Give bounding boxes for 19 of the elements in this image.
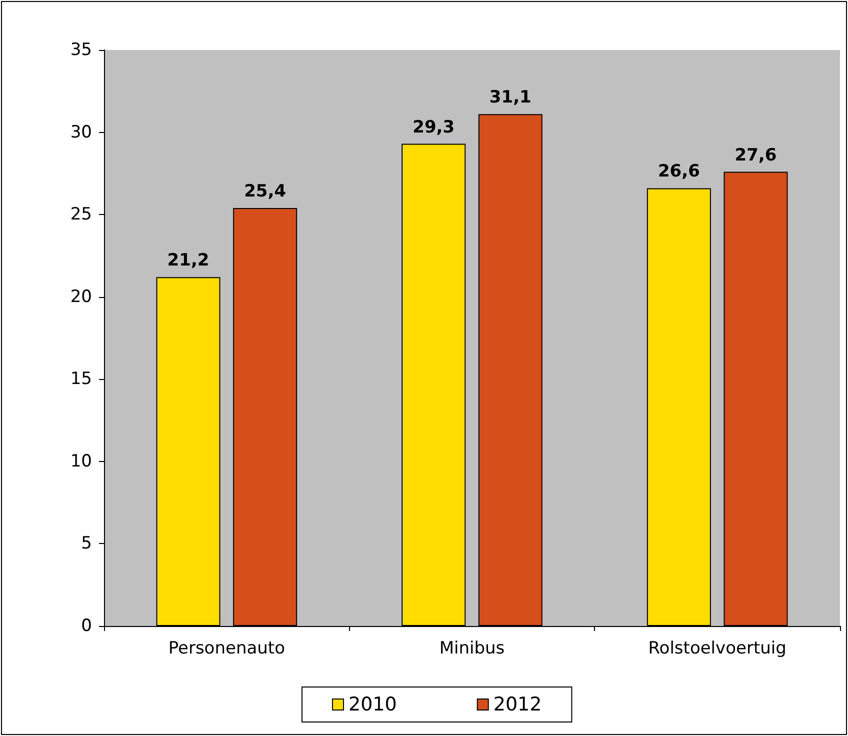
y-tick-label: 30 (70, 122, 92, 142)
y-tick-label: 20 (70, 286, 92, 307)
data-label: 21,2 (167, 250, 210, 271)
y-tick-label: 5 (81, 534, 92, 554)
legend-label: 2010 (348, 694, 397, 716)
y-tick-label: 25 (70, 204, 92, 225)
y-tick-label: 10 (70, 451, 92, 472)
x-tick-label: Personenauto (168, 638, 285, 658)
x-tick-label: Minibus (439, 638, 505, 658)
data-label: 27,6 (734, 145, 777, 166)
data-label: 26,6 (658, 162, 700, 182)
x-tick-label: Rolstoelvoertuig (648, 638, 786, 658)
data-label: 31,1 (489, 88, 532, 108)
data-label: 29,3 (412, 117, 455, 138)
y-tick-label: 35 (70, 40, 92, 60)
y-tick-label: 0 (81, 616, 92, 636)
data-label: 25,4 (244, 181, 286, 202)
y-tick-label: 15 (70, 369, 92, 390)
legend-label: 2012 (493, 694, 542, 716)
